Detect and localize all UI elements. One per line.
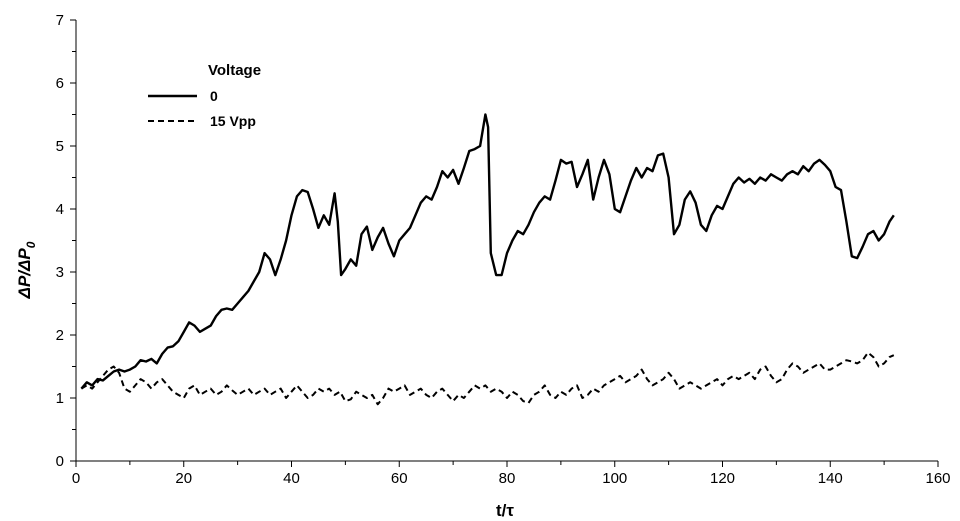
x-tick-label: 20: [175, 470, 192, 487]
y-axis-title: ΔP/ΔP0: [15, 241, 38, 299]
y-tick-label: 1: [56, 390, 64, 407]
series-line-0: [80, 113, 895, 390]
x-tick-label: 120: [710, 470, 735, 487]
legend: Voltage 0 15 Vpp: [148, 62, 261, 129]
y-tick-label: 2: [56, 327, 64, 344]
x-axis-title: t/τ: [496, 501, 514, 520]
series-lines: [80, 113, 895, 406]
y-axis-title-subscript: 0: [24, 241, 38, 248]
y-tick-label: 6: [56, 75, 64, 92]
y-tick-label: 4: [56, 201, 64, 218]
y-tick-label: 7: [56, 12, 64, 29]
x-tick-label: 40: [283, 470, 300, 487]
y-tick-label: 0: [56, 453, 64, 470]
legend-label-1: 15 Vpp: [210, 113, 256, 129]
y-axis: 0 1 2 3 4 5 6 7: [56, 12, 77, 470]
x-tick-label: 140: [818, 470, 843, 487]
x-tick-label: 160: [925, 470, 950, 487]
x-axis: 0 20 40 60 80 100 120 140 160: [72, 460, 951, 487]
x-tick-label: 0: [72, 470, 80, 487]
x-tick-label: 60: [391, 470, 408, 487]
y-tick-label: 5: [56, 138, 64, 155]
x-tick-label: 80: [499, 470, 516, 487]
y-tick-label: 3: [56, 264, 64, 281]
y-axis-title-main: ΔP/ΔP: [15, 248, 34, 300]
legend-label-0: 0: [210, 88, 218, 104]
legend-title: Voltage: [208, 62, 261, 79]
series-line-1: [80, 351, 895, 406]
x-tick-label: 100: [602, 470, 627, 487]
